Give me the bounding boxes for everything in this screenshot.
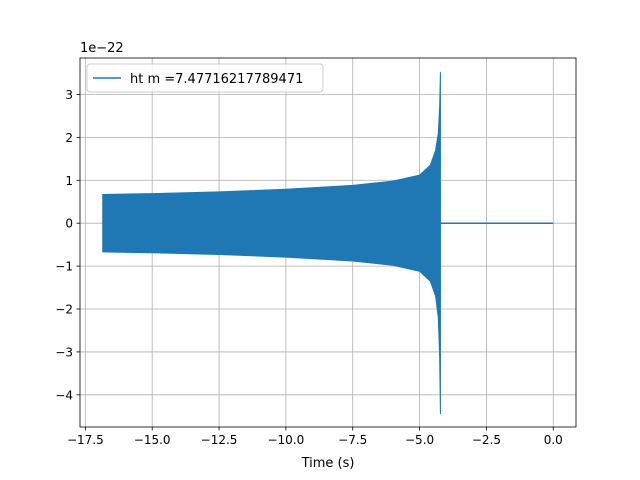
x-axis-label: Time (s) [301,456,355,471]
y-scale-offset-label: 1e−22 [80,41,124,56]
y-tick-label: −2 [55,303,73,317]
y-tick-label: −1 [55,260,73,274]
x-tick-label: −5.0 [405,433,434,447]
y-tick-label: 2 [65,131,73,145]
y-axis: −4 −3 −2 −1 0 1 2 3 [55,88,80,402]
y-tick-label: 3 [65,88,73,102]
y-tick-label: 0 [65,217,73,231]
y-tick-label: −4 [55,388,73,402]
x-tick-label: −2.5 [472,433,501,447]
x-tick-label: 0.0 [544,433,563,447]
legend-box [86,63,324,93]
legend: ht m =7.47716217789471 [86,63,324,93]
x-axis: −17.5 −15.0 −12.5 −10.0 −7.5 −5.0 −2.5 0.0 [67,427,563,447]
x-tick-label: −17.5 [67,433,104,447]
x-tick-label: −10.0 [267,433,304,447]
axes-frame [79,57,577,428]
series-waveform [102,72,441,415]
x-tick-label: −15.0 [134,433,171,447]
plot-area [102,72,554,415]
y-tick-label: −3 [55,345,73,359]
legend-entry-label: ht m =7.47716217789471 [130,72,303,87]
x-tick-label: −12.5 [201,433,238,447]
y-tick-label: 1 [65,174,73,188]
x-tick-label: −7.5 [338,433,367,447]
